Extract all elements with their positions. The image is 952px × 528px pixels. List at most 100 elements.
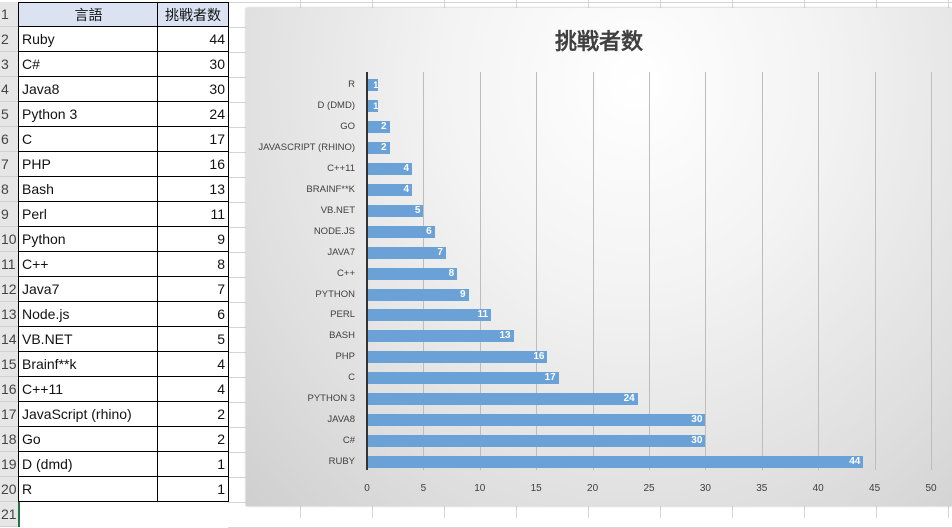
row-number[interactable]: 6: [0, 127, 18, 152]
cell-language[interactable]: Python: [18, 227, 158, 252]
bar[interactable]: 17: [368, 372, 559, 385]
category-label: PERL: [330, 309, 355, 321]
cell-language[interactable]: Java8: [18, 77, 158, 102]
cell-language[interactable]: Go: [18, 427, 158, 452]
bar-value-label: 4: [403, 183, 410, 195]
x-gridline: [818, 72, 820, 470]
cell-count[interactable]: 1: [157, 477, 229, 502]
cell-language[interactable]: C: [18, 127, 158, 152]
row-number[interactable]: 2: [0, 27, 18, 52]
x-gridline: [931, 72, 932, 470]
row-number[interactable]: 1: [0, 2, 18, 27]
cell-count[interactable]: 11: [157, 202, 229, 227]
bar[interactable]: 9: [368, 288, 469, 301]
cell-count[interactable]: 2: [157, 402, 229, 427]
cell-count[interactable]: 1: [157, 452, 229, 477]
row-number[interactable]: 7: [0, 152, 18, 177]
cell-language[interactable]: JavaScript (rhino): [18, 402, 158, 427]
bar[interactable]: 2: [368, 141, 390, 154]
bar[interactable]: 44: [368, 456, 864, 469]
cell-language[interactable]: C++11: [18, 377, 158, 402]
cell-count[interactable]: 4: [157, 377, 229, 402]
row-number[interactable]: 12: [0, 277, 18, 302]
row-number[interactable]: 10: [0, 227, 18, 252]
cell-count[interactable]: 30: [157, 77, 229, 102]
bar[interactable]: 2: [368, 120, 390, 133]
x-tick-label: 30: [699, 483, 711, 494]
x-tick-label: 25: [643, 483, 655, 494]
cell-language[interactable]: PHP: [18, 152, 158, 177]
bar-value-label: 44: [849, 456, 861, 468]
category-label: PHP: [335, 351, 355, 363]
bar[interactable]: 30: [368, 414, 706, 427]
row-number[interactable]: 4: [0, 77, 18, 102]
cell-count[interactable]: 16: [157, 152, 229, 177]
x-gridline: [874, 72, 876, 470]
cell-count[interactable]: 6: [157, 302, 229, 327]
bar-chart[interactable]: 挑戦者数 0 5 10 15 20 25 30 35 40 45 50 R 1 D (DMD) 1 GO 2 JA…: [246, 8, 952, 506]
x-gridline: [536, 72, 538, 470]
row-number[interactable]: 16: [0, 377, 18, 402]
cell-language[interactable]: R: [18, 477, 158, 502]
bar-value-label: 5: [414, 204, 421, 216]
cell-count[interactable]: 30: [157, 52, 229, 77]
cell-count[interactable]: 2: [157, 427, 229, 452]
bar[interactable]: 16: [368, 351, 548, 364]
row-number[interactable]: 5: [0, 102, 18, 127]
cell-count[interactable]: 8: [157, 252, 229, 277]
cell-language[interactable]: Python 3: [18, 102, 158, 127]
cell-language[interactable]: Java7: [18, 277, 158, 302]
bar[interactable]: 13: [368, 330, 514, 343]
bar[interactable]: 8: [368, 267, 458, 280]
row-number[interactable]: 3: [0, 52, 18, 77]
row-number[interactable]: 20: [0, 477, 18, 502]
row-number[interactable]: 21: [0, 502, 18, 527]
cell-count[interactable]: 9: [157, 227, 229, 252]
cell-count[interactable]: 44: [157, 27, 229, 52]
cell-language[interactable]: Perl: [18, 202, 158, 227]
cell-language[interactable]: D (dmd): [18, 452, 158, 477]
bar[interactable]: 5: [368, 204, 424, 217]
cell-language[interactable]: VB.NET: [18, 327, 158, 352]
cell-language[interactable]: C#: [18, 52, 158, 77]
bar[interactable]: 1: [368, 79, 379, 91]
cell-count[interactable]: 4: [157, 352, 229, 377]
cell-count[interactable]: 13: [157, 177, 229, 202]
row-number[interactable]: 18: [0, 427, 18, 452]
bar[interactable]: 7: [368, 246, 446, 259]
x-gridline: [761, 72, 763, 470]
cell-language[interactable]: Bash: [18, 177, 158, 202]
bar[interactable]: 4: [368, 162, 413, 175]
header-challengers[interactable]: 挑戦者数: [157, 2, 229, 27]
bar[interactable]: 30: [368, 435, 706, 448]
bar[interactable]: 4: [368, 183, 413, 196]
header-language[interactable]: 言語: [18, 2, 158, 27]
bar[interactable]: 11: [368, 309, 492, 322]
row-number[interactable]: 13: [0, 302, 18, 327]
category-label: C#: [342, 435, 355, 447]
row-number[interactable]: 8: [0, 177, 18, 202]
bar[interactable]: 1: [368, 99, 379, 112]
row-number[interactable]: 17: [0, 402, 18, 427]
cell-count[interactable]: 7: [157, 277, 229, 302]
row-number[interactable]: 9: [0, 202, 18, 227]
cell-language[interactable]: C++: [18, 252, 158, 277]
bar-value-label: 7: [437, 246, 443, 258]
cell-language[interactable]: Brainf**k: [18, 352, 158, 377]
bar-value-label: 16: [533, 351, 545, 363]
bar-value-label: 1: [373, 100, 379, 111]
cell-count[interactable]: 24: [157, 102, 229, 127]
cell-count[interactable]: 17: [157, 127, 229, 152]
row-number[interactable]: 15: [0, 352, 18, 377]
cell-language[interactable]: Node.js: [18, 302, 158, 327]
bar-value-label: 2: [380, 120, 387, 132]
cell-language[interactable]: Ruby: [18, 27, 158, 52]
row-number[interactable]: 19: [0, 452, 18, 477]
cell-count[interactable]: 5: [157, 327, 229, 352]
row-number[interactable]: 11: [0, 252, 18, 277]
row-number[interactable]: 14: [0, 327, 18, 352]
bar[interactable]: 6: [368, 225, 435, 238]
category-label: RUBY: [328, 456, 355, 468]
category-label: PYTHON 3: [307, 393, 355, 405]
bar[interactable]: 24: [368, 393, 638, 406]
